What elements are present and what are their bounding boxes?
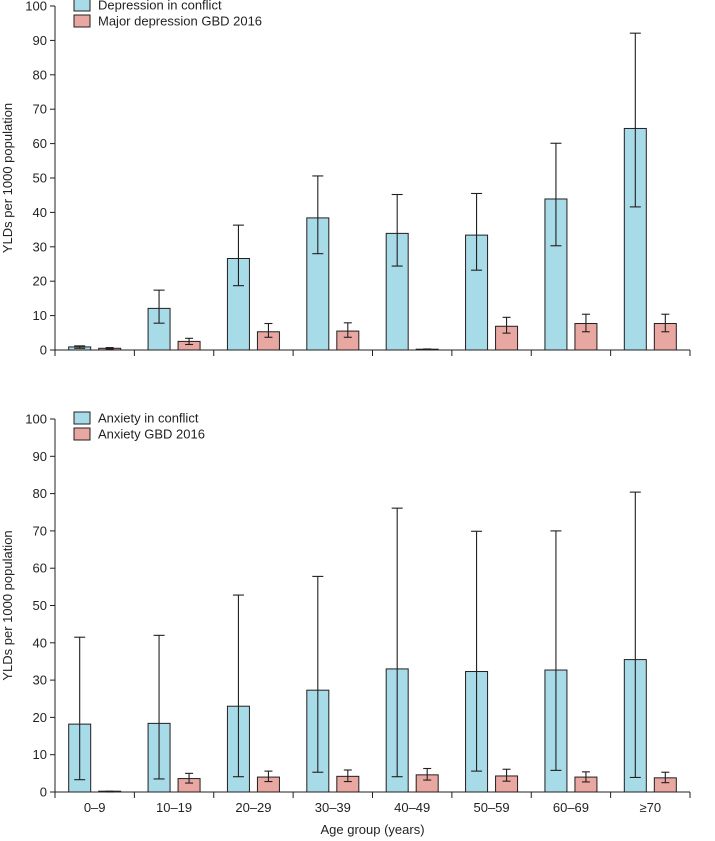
error-bar [312, 175, 324, 255]
error-bar [581, 771, 590, 783]
legend-swatch [73, 14, 91, 28]
error-bar [502, 768, 511, 782]
x-tick-label: 20–29 [235, 800, 271, 815]
y-tick-label: 20 [33, 274, 47, 289]
error-bar [312, 575, 324, 773]
chart-panel-bottom: 0 10 20 30 40 50 60 70 80 90 100 YLDs per 1000 popu… [0, 411, 691, 837]
error-bar [232, 224, 244, 287]
y-tick-label: 90 [33, 33, 47, 48]
error-bar [185, 772, 194, 784]
x-tick-label: 0–9 [84, 800, 106, 815]
error-bar [232, 594, 244, 778]
error-bar [264, 322, 273, 338]
x-tick-label: ≥70 [640, 800, 662, 815]
legend-swatch [73, 0, 91, 12]
y-tick-label: 30 [33, 239, 47, 254]
x-axis-label: Age group (years) [320, 822, 424, 837]
legend-label: Anxiety GBD 2016 [98, 427, 205, 442]
legend-swatch [73, 427, 91, 441]
x-tick-label: 10–19 [156, 800, 192, 815]
error-bar [74, 345, 86, 349]
x-tick-label: 40–49 [394, 800, 430, 815]
y-tick-label: 70 [33, 102, 47, 117]
error-bar [550, 530, 562, 771]
error-bar [502, 316, 511, 334]
error-bar [471, 530, 483, 772]
error-bar [343, 769, 352, 783]
error-bar [343, 322, 352, 338]
error-bar [581, 313, 590, 333]
x-tick-label: 60–69 [553, 800, 589, 815]
error-bar [105, 790, 114, 793]
y-axis-label: YLDs per 1000 population [0, 103, 15, 253]
legend-label: Major depression GBD 2016 [98, 14, 262, 29]
y-tick-label: 40 [33, 635, 47, 650]
error-bar [629, 491, 641, 779]
error-bar [471, 192, 483, 271]
error-bar [391, 193, 403, 267]
legend-swatch [73, 411, 91, 425]
x-tick-label: 30–39 [315, 800, 351, 815]
error-bar [185, 337, 194, 346]
y-tick-label: 30 [33, 673, 47, 688]
y-tick-label: 60 [33, 561, 47, 576]
y-tick-label: 10 [33, 308, 47, 323]
error-bar [550, 142, 562, 247]
error-bar [423, 767, 432, 781]
y-tick-label: 20 [33, 710, 47, 725]
error-bar [423, 348, 432, 351]
y-tick-label: 70 [33, 523, 47, 538]
y-tick-label: 100 [25, 412, 47, 427]
y-tick-label: 0 [40, 785, 47, 800]
y-tick-label: 0 [40, 343, 47, 358]
y-tick-label: 50 [33, 171, 47, 186]
error-bar [264, 770, 273, 783]
y-tick-label: 100 [25, 0, 47, 14]
error-bar [661, 313, 670, 333]
y-tick-label: 60 [33, 136, 47, 151]
error-bar [74, 636, 86, 781]
error-bar [391, 507, 403, 778]
error-bar [661, 771, 670, 784]
error-bar [629, 32, 641, 208]
x-tick-label: 50–59 [473, 800, 509, 815]
y-tick-label: 10 [33, 747, 47, 762]
y-tick-label: 80 [33, 67, 47, 82]
y-tick-label: 40 [33, 205, 47, 220]
error-bar [153, 289, 165, 324]
legend-label: Depression in conflict [98, 0, 222, 13]
error-bar [105, 347, 114, 350]
y-axis-label: YLDs per 1000 population [0, 530, 15, 680]
error-bar [153, 634, 165, 780]
chart-panel-top: 0 10 20 30 40 50 60 70 80 90 100 YLDs per 1000 popu… [0, 0, 691, 358]
y-tick-label: 90 [33, 449, 47, 464]
y-tick-label: 80 [33, 486, 47, 501]
y-tick-label: 50 [33, 598, 47, 613]
legend-label: Anxiety in conflict [98, 411, 199, 426]
